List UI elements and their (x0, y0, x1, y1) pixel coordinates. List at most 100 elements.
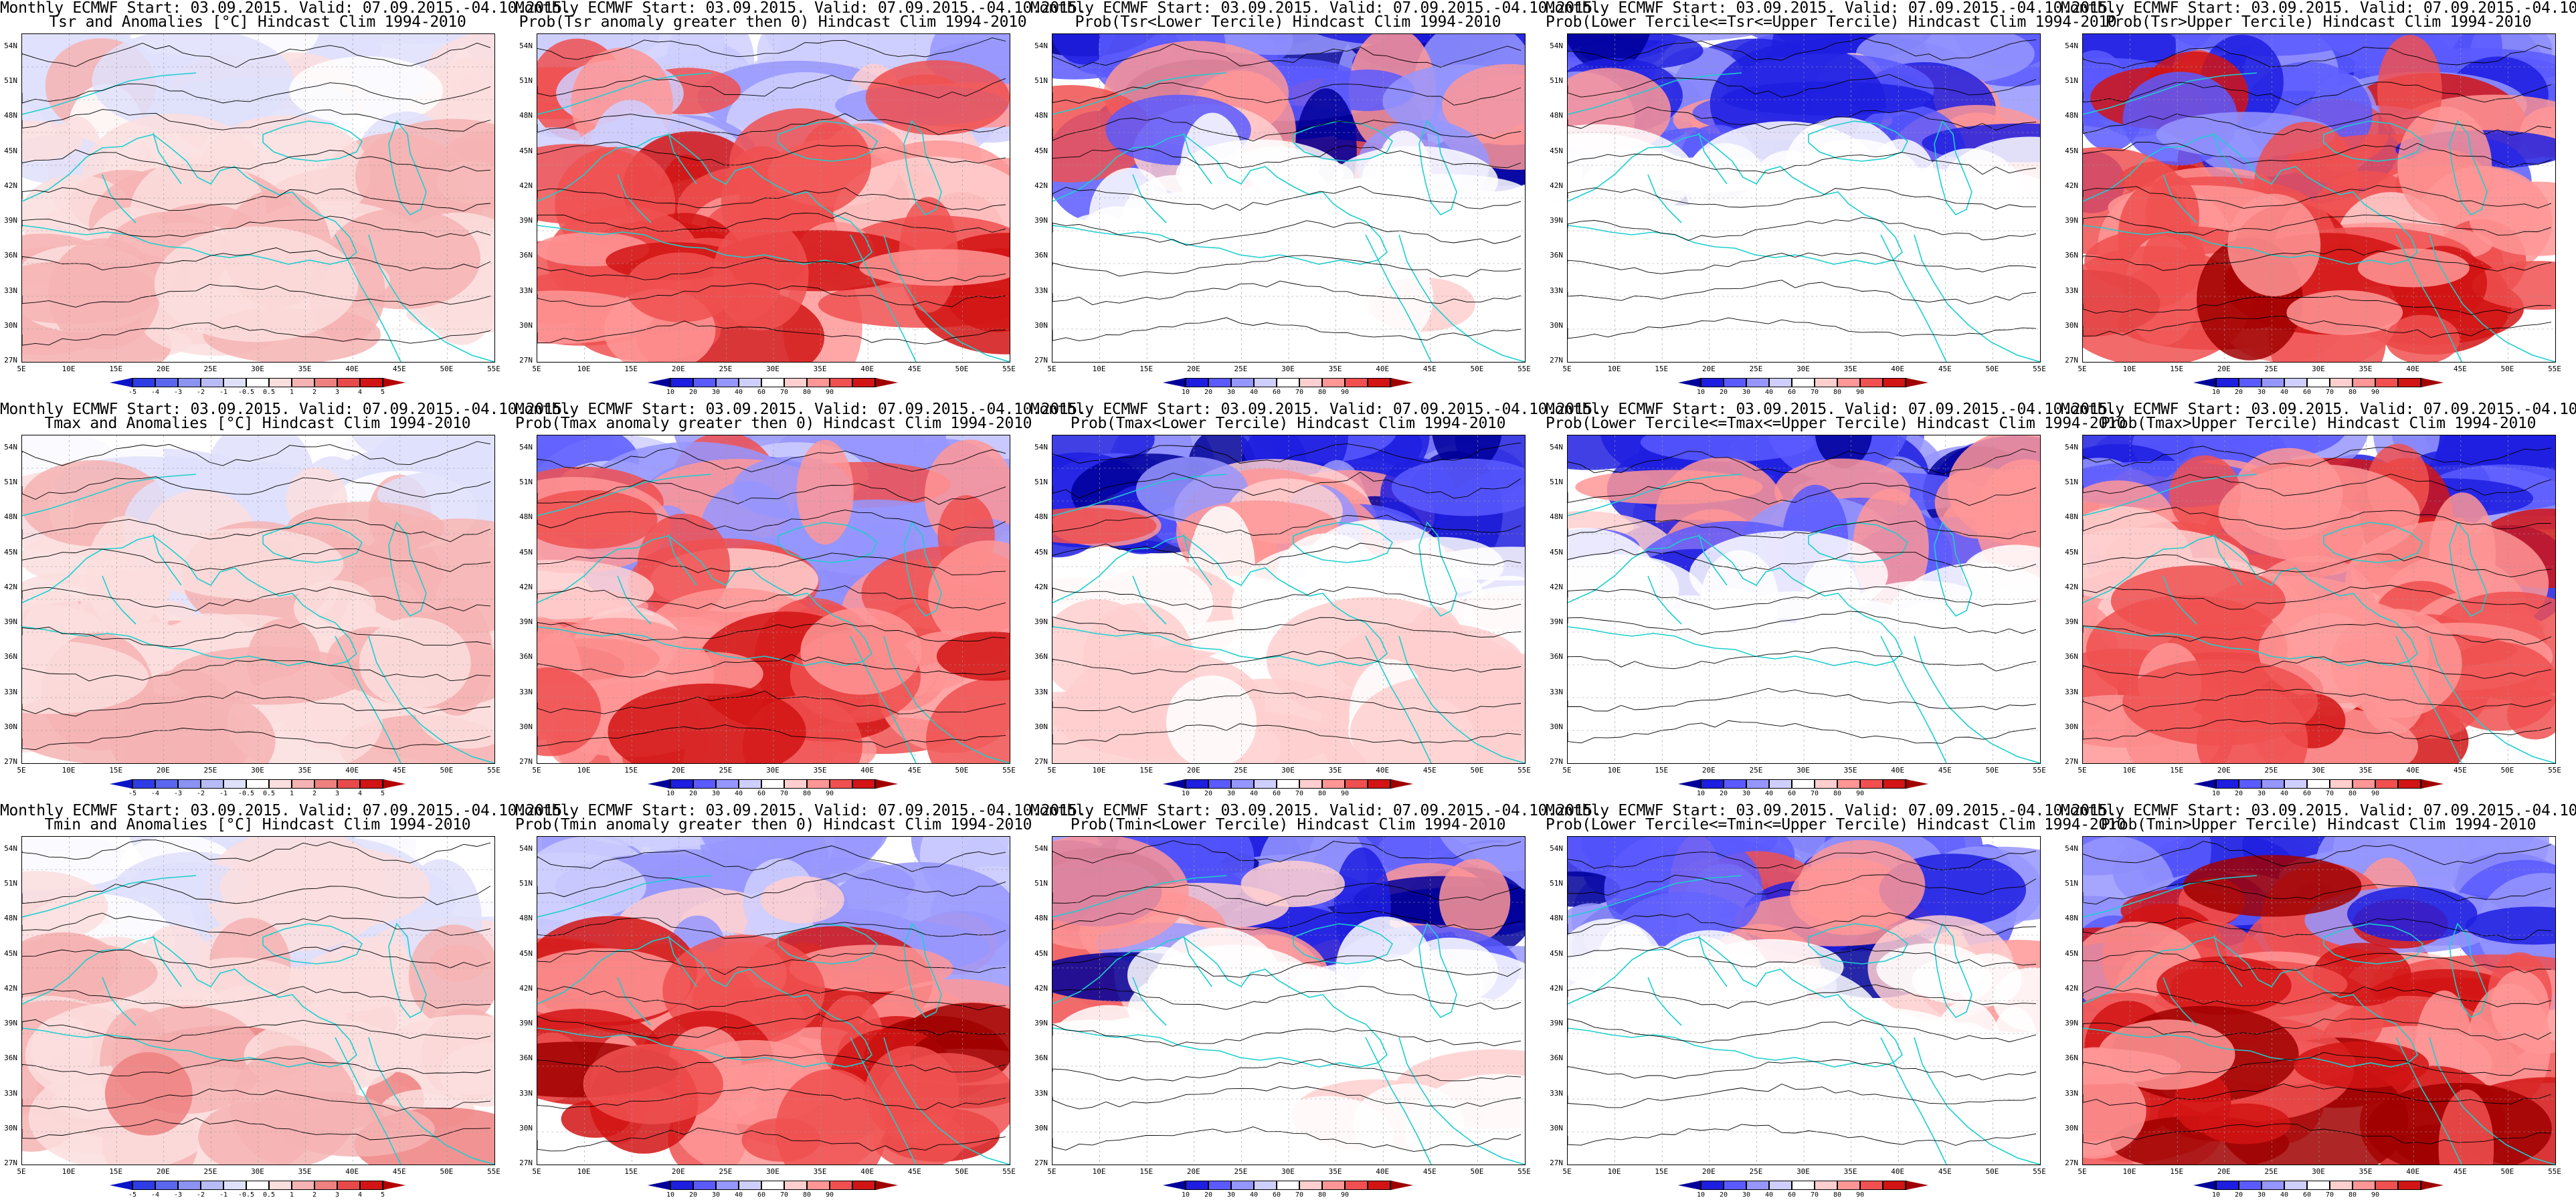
latitude-label: 54N (519, 844, 533, 853)
field-patch (625, 252, 738, 322)
longitude-label: 10E (1607, 365, 1621, 373)
coastline (1808, 522, 1909, 563)
climatology-contour (1052, 985, 1522, 1010)
panel-title-line1: Monthly ECMWF Start: 03.09.2015. Valid: … (2061, 401, 2576, 418)
longitude-label: 40E (2406, 766, 2420, 775)
colorbar-tick-label: 20 (2234, 790, 2243, 797)
field-patch (1873, 284, 2006, 328)
map-svg (22, 435, 494, 763)
colorbar-segment (784, 1181, 807, 1190)
colorbar-segment (1254, 378, 1277, 387)
colorbar-segment (1792, 378, 1815, 387)
latitude-label: 45N (2065, 146, 2078, 155)
colorbar-segment (201, 378, 223, 387)
latitude-label: 36N (2065, 652, 2078, 662)
colorbar (2193, 779, 2444, 789)
climatology-contour (1052, 317, 1522, 342)
climatology-contour (537, 986, 1006, 1011)
colorbar-tick-label: 3 (335, 790, 340, 797)
latitude-label: 39N (1550, 1019, 1563, 1028)
colorbar-segment (360, 779, 383, 789)
colorbar-tick-label: 70 (1810, 389, 1819, 396)
latitude-label: 48N (2065, 111, 2078, 120)
longitude-label: 40E (2406, 365, 2420, 373)
latitude-label: 54N (4, 443, 17, 452)
climatology-contour (22, 1057, 491, 1077)
latitude-label: 27N (1550, 356, 1563, 365)
longitude-label: 40E (345, 766, 359, 775)
climatology-contour (22, 548, 491, 573)
longitude-label: 35E (298, 766, 312, 775)
field-patch (22, 641, 149, 714)
coastline (1647, 575, 1682, 625)
latitude-label: 30N (1550, 722, 1563, 731)
coastline (1914, 234, 2040, 362)
coastline (883, 635, 1010, 763)
colorbar-segment (1792, 779, 1815, 789)
latitude-label: 45N (1034, 948, 1048, 958)
map-area (537, 33, 1010, 363)
latitude-label: 45N (1034, 146, 1048, 155)
climatology-contour (22, 322, 491, 346)
coastline (1647, 977, 1682, 1026)
climatology-contour (1052, 616, 1522, 641)
map-svg (1052, 837, 1525, 1165)
longitude-label: 20E (1701, 766, 1716, 775)
longitude-label: 55E (1517, 766, 1531, 775)
field-patch (796, 439, 854, 545)
climatology-contour (22, 187, 491, 212)
colorbar (1163, 378, 1413, 387)
climatology-contour (2083, 881, 2552, 905)
colorbar-segment (132, 779, 155, 789)
coastline (2213, 132, 2243, 185)
longitude-label: 25E (1749, 1167, 1763, 1176)
field-patch (1052, 691, 1184, 728)
colorbar-segment (1390, 779, 1413, 789)
colorbar-segment (1186, 378, 1208, 387)
latitude-label: 30N (4, 1123, 17, 1132)
field-patch (2357, 248, 2470, 288)
coastline (537, 535, 872, 666)
field-patch (2467, 983, 2551, 1108)
colorbar-segment (1208, 378, 1231, 387)
colorbar-tick-label: 10 (666, 389, 675, 396)
map-svg (1568, 34, 2040, 362)
colorbar-tick-label: 30 (2257, 1191, 2266, 1199)
coastline (1052, 936, 1388, 1068)
colorbar-tick-label: 90 (1340, 389, 1350, 396)
latitude-label: 48N (519, 512, 533, 522)
colorbar-segment (1163, 1181, 1186, 1190)
map-panel-tmin-2: Monthly ECMWF Start: 03.09.2015. Valid: … (515, 803, 1087, 1204)
colorbar-tick-label: 60 (757, 389, 766, 396)
colorbar-segment (2239, 1181, 2262, 1190)
colorbar-segment (1792, 1181, 1815, 1190)
longitude-label: 55E (2548, 1167, 2561, 1176)
colorbar-tick-label: -0.5 (238, 790, 255, 797)
colorbar-segment (2284, 378, 2307, 387)
longitude-label: 40E (1891, 1167, 1905, 1176)
latitude-label: 36N (2065, 251, 2078, 260)
coastline (1132, 174, 1167, 223)
latitude-label: 39N (2065, 1019, 2078, 1028)
colorbar-segment (337, 1181, 360, 1190)
colorbar-segment (2262, 779, 2284, 789)
colorbar-tick-label: 3 (335, 389, 340, 396)
colorbar-segment (1724, 378, 1746, 387)
climatology-contour (1052, 280, 1522, 306)
longitude-label: 35E (298, 1167, 312, 1176)
field-patch (2469, 181, 2555, 256)
field-patch (154, 226, 359, 342)
colorbar-segment (178, 779, 201, 789)
coastline (1398, 635, 1525, 763)
longitude-label: 50E (1470, 365, 1484, 373)
map-panel-tsr-1: Monthly ECMWF Start: 03.09.2015. Valid: … (0, 0, 571, 401)
colorbar-segment (1746, 1181, 1769, 1190)
longitude-label: 10E (62, 766, 76, 775)
climatology-contour (1568, 850, 2037, 871)
longitude-label: 50E (2500, 1167, 2514, 1176)
colorbar-tick-label: 30 (1742, 790, 1751, 797)
climatology-contour (22, 517, 491, 542)
colorbar-tick-label: 80 (1317, 1191, 1327, 1199)
climatology-contour (22, 247, 491, 272)
climatology-contour (2083, 553, 2552, 578)
